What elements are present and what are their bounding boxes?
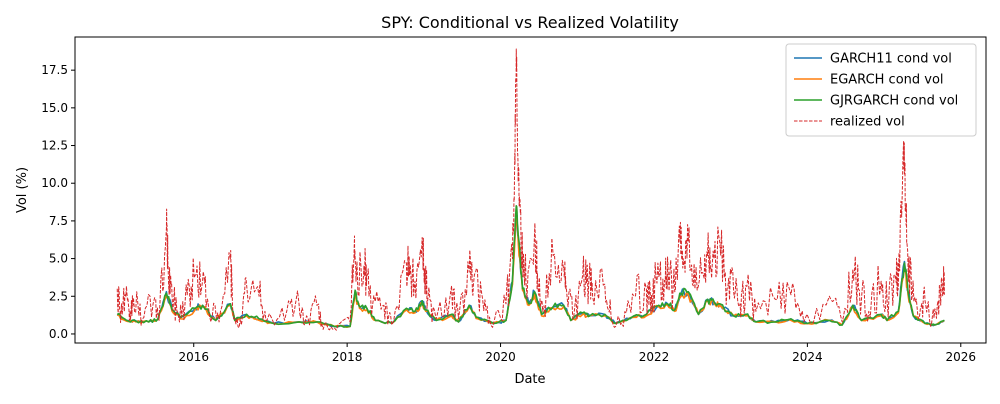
x-tick-label-2: 2020 bbox=[485, 350, 516, 364]
legend-box bbox=[785, 43, 977, 137]
plot-frame bbox=[74, 36, 987, 344]
x-tick-label-3: 2022 bbox=[639, 350, 670, 364]
axes-layer: 2016 2018 2020 2022 2024 2026 0.0 2.5 5.0 7.5 10.0… bbox=[41, 36, 987, 364]
y-tick-label-1: 2.5 bbox=[49, 289, 68, 303]
y-tick-label-5: 12.5 bbox=[41, 139, 68, 153]
y-tick-label-4: 10.0 bbox=[41, 176, 68, 190]
legend-label-4: realized vol bbox=[830, 115, 905, 130]
x-tick-label-5: 2026 bbox=[946, 350, 977, 364]
legend: GARCH11 cond vol EGARCH cond vol GJRGARCH … bbox=[785, 43, 977, 137]
y-tick-label-3: 7.5 bbox=[49, 214, 68, 228]
chart-title: SPY: Conditional vs Realized Volatility bbox=[381, 13, 679, 32]
y-tick-label-2: 5.0 bbox=[49, 252, 68, 266]
y-tick-label-7: 17.5 bbox=[41, 63, 68, 77]
series-line-4 bbox=[116, 48, 945, 331]
legend-label-2: EGARCH cond vol bbox=[830, 73, 944, 88]
x-tick-label-4: 2024 bbox=[792, 350, 823, 364]
legend-label-1: GARCH11 cond vol bbox=[830, 52, 952, 67]
y-axis-label: Vol (%) bbox=[15, 167, 30, 213]
x-axis-label: Date bbox=[514, 372, 545, 387]
x-tick-label-1: 2018 bbox=[332, 350, 363, 364]
x-tick-label-0: 2016 bbox=[178, 350, 209, 364]
series-layer bbox=[116, 48, 945, 331]
legend-label-3: GJRGARCH cond vol bbox=[830, 94, 958, 109]
y-tick-label-6: 15.0 bbox=[41, 101, 68, 115]
y-tick-label-0: 0.0 bbox=[49, 327, 68, 341]
series-line-3 bbox=[116, 205, 945, 328]
